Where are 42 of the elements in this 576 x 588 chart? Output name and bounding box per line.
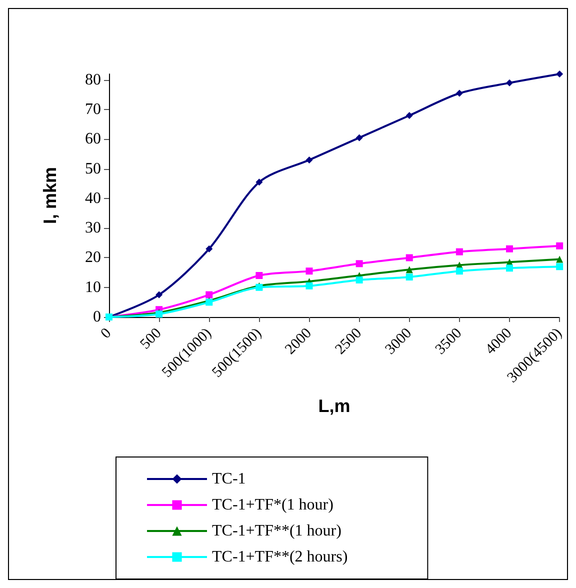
legend-label: TC-1+TF*(1 hour) bbox=[212, 496, 334, 514]
y-tick-label: 50 bbox=[85, 160, 101, 178]
point bbox=[556, 70, 564, 78]
point bbox=[306, 268, 313, 275]
point bbox=[156, 291, 163, 298]
point bbox=[306, 156, 313, 164]
y-tick-label: 70 bbox=[85, 101, 101, 118]
point bbox=[506, 79, 514, 86]
y-axis-title: I, mkm bbox=[40, 166, 60, 224]
point bbox=[406, 266, 413, 274]
point bbox=[556, 242, 564, 250]
x-tick-label: 500 bbox=[138, 325, 165, 353]
point bbox=[356, 134, 363, 142]
y-tick-label: 80 bbox=[85, 71, 101, 88]
x-axis-title: L,m bbox=[318, 396, 350, 416]
point bbox=[506, 245, 514, 252]
x-tick-label: 0 bbox=[98, 325, 115, 342]
point bbox=[406, 273, 413, 280]
point bbox=[206, 245, 213, 252]
point bbox=[356, 260, 363, 268]
point bbox=[556, 256, 564, 263]
point bbox=[206, 291, 213, 298]
y-tick-label: 10 bbox=[85, 278, 101, 296]
legend-label: TC-1+TF**(1 hour) bbox=[212, 522, 342, 540]
point bbox=[506, 264, 514, 272]
point bbox=[256, 178, 263, 186]
y-tick-label: 40 bbox=[85, 190, 101, 207]
legend-label: TC-1+TF**(2 hours) bbox=[212, 548, 348, 566]
point bbox=[256, 272, 263, 280]
y-tick-label: 0 bbox=[93, 308, 101, 326]
legend-label: TC-1 bbox=[212, 470, 246, 488]
point bbox=[456, 268, 463, 275]
point bbox=[456, 248, 463, 256]
point bbox=[456, 90, 463, 97]
point bbox=[406, 112, 413, 119]
point bbox=[406, 254, 413, 262]
y-tick-label: 60 bbox=[85, 130, 101, 148]
point bbox=[356, 276, 363, 284]
point bbox=[306, 282, 313, 290]
point bbox=[556, 263, 564, 270]
y-tick-label: 30 bbox=[85, 220, 101, 237]
y-tick-label: 20 bbox=[85, 249, 101, 266]
